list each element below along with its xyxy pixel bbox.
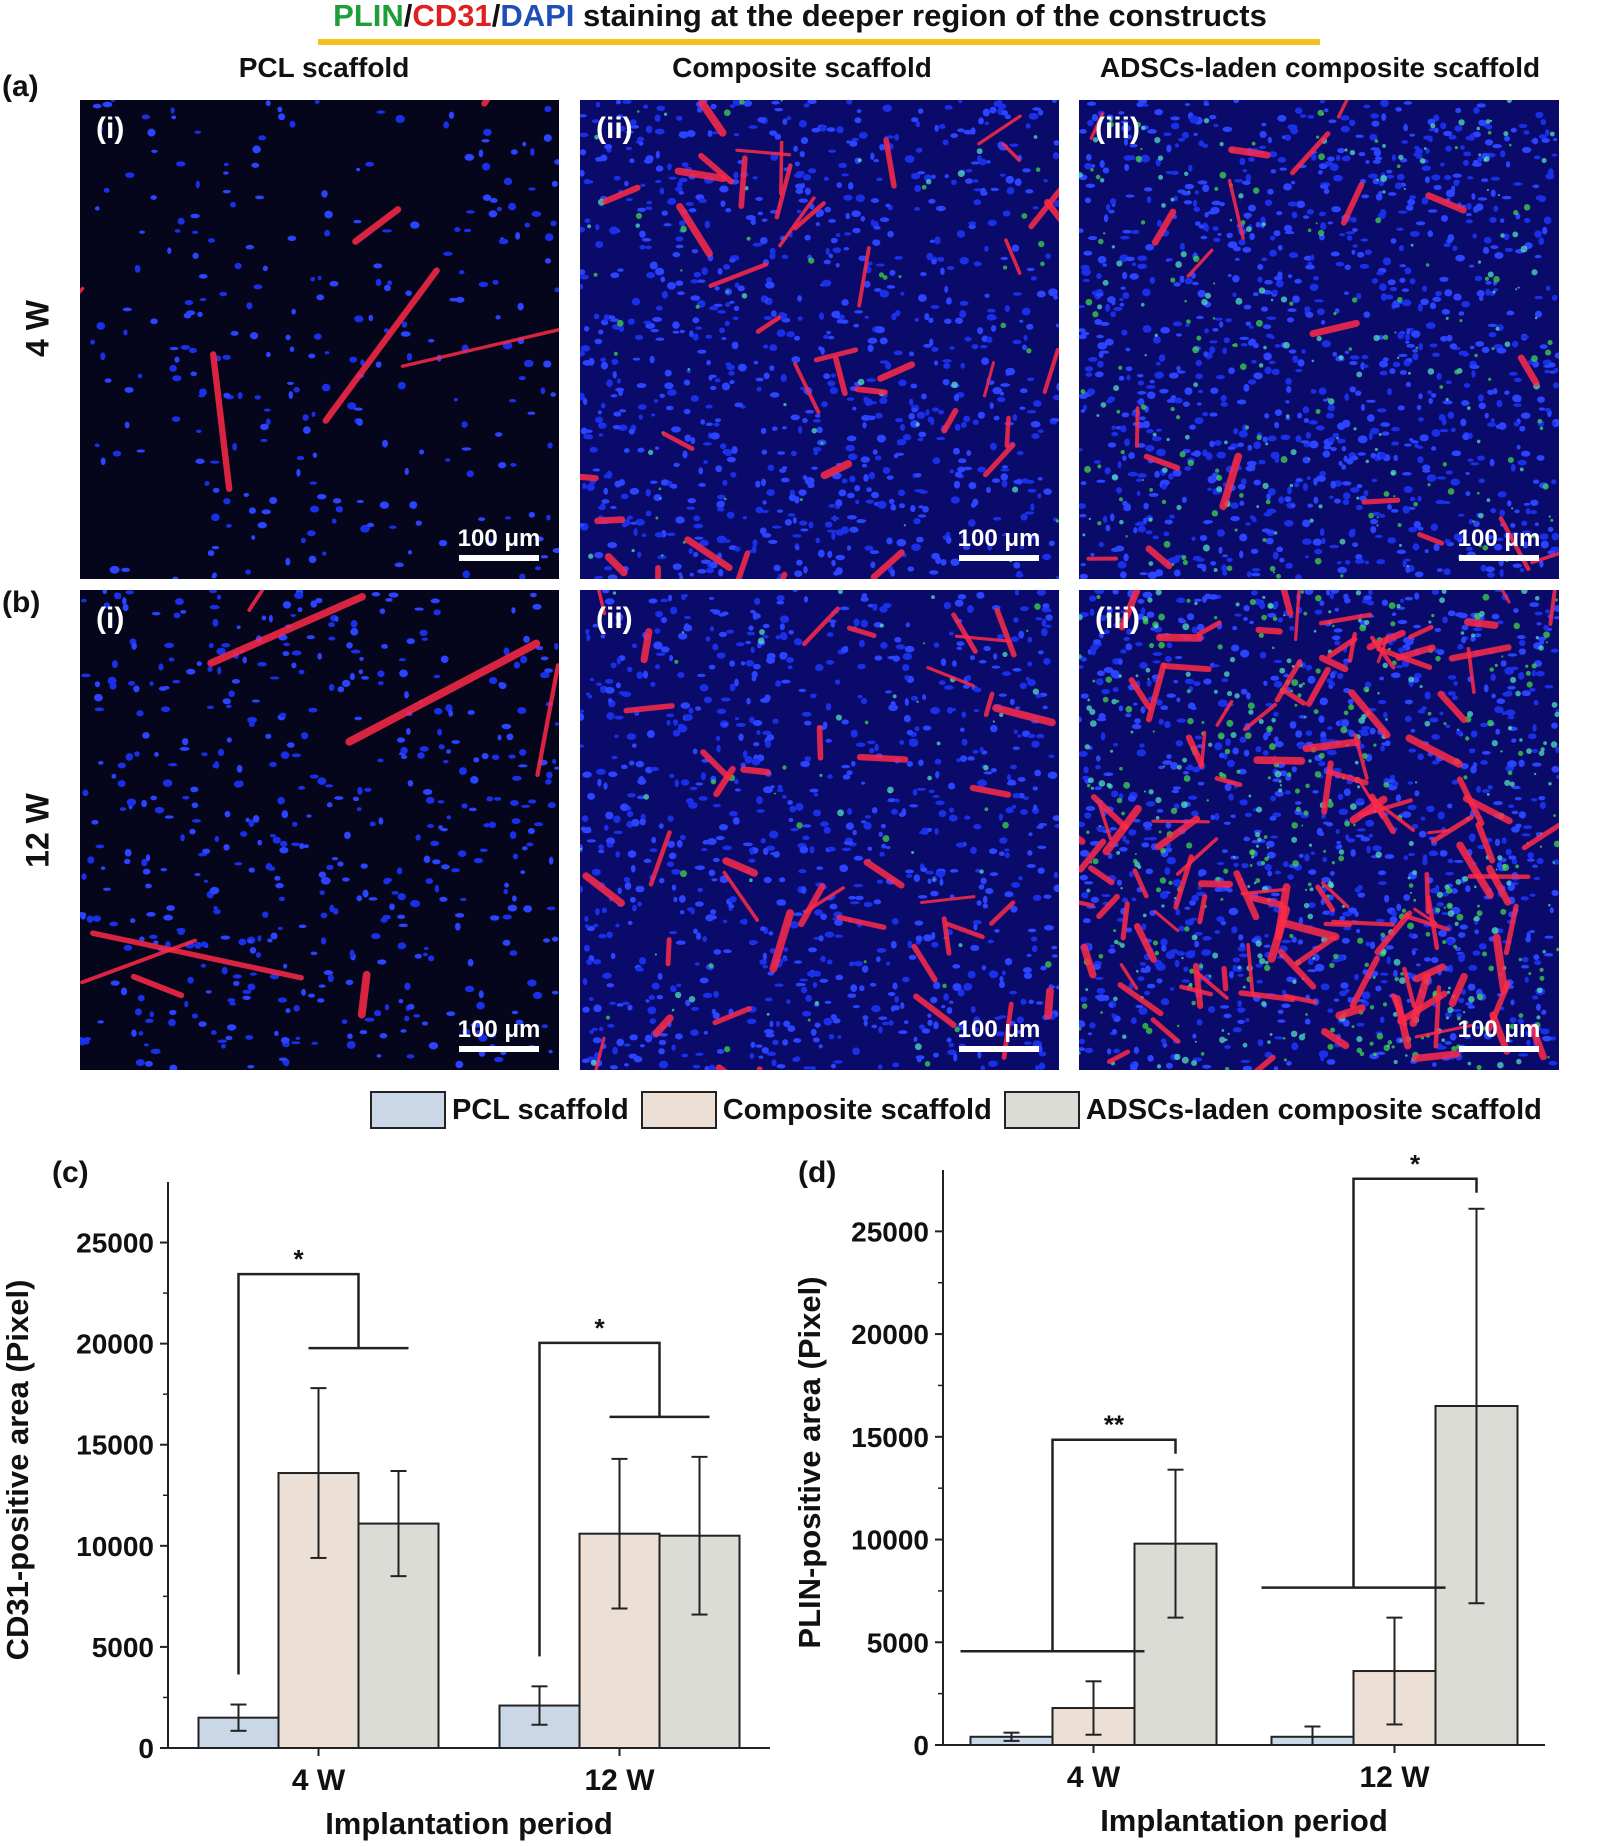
title-part: / bbox=[491, 0, 501, 33]
micrograph-4w-pcl: (i) 100 μm bbox=[80, 100, 559, 579]
legend-swatch-pcl bbox=[370, 1091, 446, 1129]
micrograph-4w-adscs: (iii) 100 μm bbox=[1079, 100, 1559, 579]
legend-swatch-composite bbox=[640, 1091, 717, 1129]
legend-item-adscs: ADSCs-laden composite scaffold bbox=[1003, 1091, 1542, 1129]
chart-legend: PCL scaffold Composite scaffold ADSCs-la… bbox=[370, 1090, 1554, 1130]
micrograph-12w-composite: (ii) 100 μm bbox=[580, 590, 1059, 1070]
y-tick-label: 0 bbox=[138, 1733, 154, 1764]
y-tick-label: 20000 bbox=[76, 1329, 154, 1360]
column-header-composite: Composite scaffold bbox=[672, 52, 932, 83]
title-part: CD31 bbox=[412, 0, 492, 33]
legend-item-composite: Composite scaffold bbox=[640, 1091, 992, 1129]
row-label-12w: 12 W bbox=[19, 793, 56, 868]
panel-letter-b: (b) bbox=[2, 586, 41, 619]
subpanel-label: (ii) bbox=[596, 602, 633, 635]
x-axis-label: Implantation period bbox=[1100, 1803, 1388, 1838]
y-tick-label: 15000 bbox=[851, 1422, 929, 1453]
micrograph-12w-pcl: (i) 100 μm bbox=[80, 590, 559, 1070]
y-tick-label: 25000 bbox=[851, 1216, 929, 1247]
x-axis-label: Implantation period bbox=[325, 1806, 613, 1841]
y-tick-label: 5000 bbox=[92, 1632, 154, 1663]
scale-bar: 100 μm bbox=[949, 525, 1049, 561]
significance-bracket bbox=[1051, 1438, 1177, 1652]
significance-marker: * bbox=[594, 1313, 605, 1343]
subpanel-label: (iii) bbox=[1095, 602, 1140, 635]
scale-bar: 100 μm bbox=[449, 525, 549, 561]
legend-label-pcl: PCL scaffold bbox=[452, 1093, 629, 1126]
x-tick-label: 12 W bbox=[1359, 1761, 1430, 1794]
subpanel-label: (ii) bbox=[596, 112, 633, 145]
significance-bracket bbox=[237, 1272, 360, 1675]
y-tick-label: 5000 bbox=[867, 1627, 929, 1658]
y-tick-label: 10000 bbox=[851, 1525, 929, 1556]
significance-bracket bbox=[1352, 1177, 1478, 1588]
bar-chart-cd31: 0 5000 10000 15000 20000 25000 4 W * 12 W * Implan… bbox=[0, 1182, 770, 1841]
micrograph-12w-adscs: (iii) 100 μm bbox=[1079, 590, 1559, 1070]
y-axis-label: CD31-positive area (Pixel) bbox=[0, 1280, 35, 1661]
scale-bar: 100 μm bbox=[1449, 1016, 1549, 1052]
y-axis-label: PLIN-positive area (Pixel) bbox=[792, 1276, 827, 1648]
y-tick-label: 20000 bbox=[851, 1319, 929, 1350]
micrograph-texture bbox=[80, 100, 559, 579]
micrograph-texture bbox=[580, 100, 1059, 579]
x-tick-label: 4 W bbox=[292, 1764, 346, 1797]
y-tick-label: 15000 bbox=[76, 1430, 154, 1461]
scale-bar: 100 μm bbox=[449, 1016, 549, 1052]
micrograph-texture bbox=[80, 590, 559, 1070]
bar bbox=[357, 1522, 440, 1749]
title-underline bbox=[318, 39, 1320, 45]
title-part: / bbox=[403, 0, 413, 33]
significance-bracket bbox=[538, 1341, 661, 1657]
legend-label-adscs: ADSCs-laden composite scaffold bbox=[1085, 1093, 1542, 1126]
x-tick-label: 4 W bbox=[1067, 1761, 1121, 1794]
legend-swatch-adscs bbox=[1003, 1091, 1080, 1129]
title-part: DAPI bbox=[500, 0, 575, 33]
subpanel-label: (iii) bbox=[1095, 112, 1140, 145]
panel-letter-a: (a) bbox=[2, 70, 39, 103]
y-tick-label: 10000 bbox=[76, 1531, 154, 1562]
scale-bar: 100 μm bbox=[1449, 525, 1549, 561]
significance-marker: ** bbox=[1104, 1410, 1125, 1440]
micrograph-texture bbox=[1079, 590, 1559, 1070]
micrograph-texture bbox=[580, 590, 1059, 1070]
y-tick-label: 25000 bbox=[76, 1228, 154, 1259]
panel-letter-c: (c) bbox=[52, 1156, 89, 1189]
significance-marker: * bbox=[293, 1244, 304, 1274]
row-label-4w: 4 W bbox=[19, 300, 56, 357]
title-part: staining at the deeper region of the con… bbox=[574, 0, 1267, 33]
scale-bar: 100 μm bbox=[949, 1016, 1049, 1052]
column-header-pcl: PCL scaffold bbox=[238, 52, 410, 83]
column-header-adscs: ADSCs-laden composite scaffold bbox=[1099, 52, 1541, 83]
x-tick-label: 12 W bbox=[584, 1764, 655, 1797]
subpanel-label: (i) bbox=[96, 112, 125, 145]
panel-letter-d: (d) bbox=[798, 1156, 837, 1189]
bar-chart-plin: 0 5000 10000 15000 20000 25000 4 W ** 12 W * Impla… bbox=[792, 1149, 1545, 1838]
figure-title: PLIN/CD31/DAPI staining at the deeper re… bbox=[0, 0, 1600, 32]
legend-item-pcl: PCL scaffold bbox=[370, 1091, 629, 1129]
legend-label-composite: Composite scaffold bbox=[722, 1093, 992, 1126]
y-tick-label: 0 bbox=[913, 1730, 929, 1761]
bar bbox=[1133, 1542, 1218, 1746]
subpanel-label: (i) bbox=[96, 602, 125, 635]
micrograph-texture bbox=[1079, 100, 1559, 579]
title-part: PLIN bbox=[333, 0, 404, 33]
micrograph-4w-composite: (ii) 100 μm bbox=[580, 100, 1059, 579]
significance-marker: * bbox=[1410, 1149, 1421, 1179]
